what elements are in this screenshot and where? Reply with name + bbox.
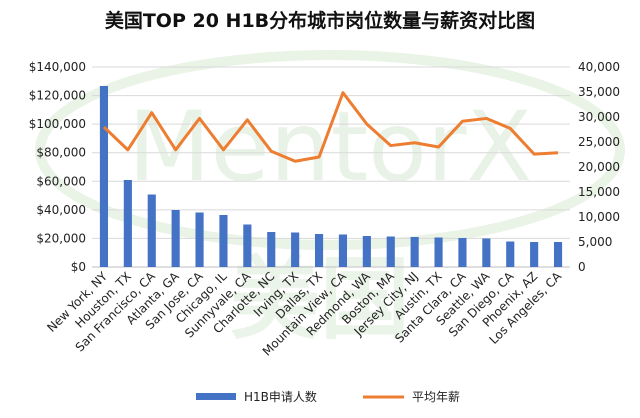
bar-12 (362, 236, 371, 267)
y-right-tick-label: 0 (578, 260, 586, 274)
y-right-tick-label: 35,000 (578, 85, 620, 99)
watermark-ring (35, 50, 625, 250)
y-right-tick-label: 5,000 (578, 235, 612, 249)
bar-14 (410, 237, 419, 267)
bar-9 (291, 232, 300, 267)
legend-swatch-bar (196, 393, 236, 400)
y-right-tick-label: 10,000 (578, 210, 620, 224)
bar-8 (267, 232, 276, 267)
bar-10 (314, 234, 324, 267)
y-left-tick-label: $80,000 (36, 146, 86, 160)
watermark-logo-text: MentorX (128, 91, 532, 203)
legend-label-line: 平均年薪 (412, 390, 460, 404)
bar-4 (171, 210, 180, 267)
bar-13 (386, 236, 395, 267)
bar-15 (434, 237, 443, 267)
bar-3 (147, 194, 156, 267)
bar-5 (195, 212, 204, 267)
bar-1 (99, 86, 109, 267)
bar-17 (482, 238, 491, 267)
bar-6 (219, 215, 228, 267)
y-left-tick-label: $20,000 (36, 231, 86, 245)
bar-20 (553, 242, 563, 267)
bar-16 (458, 238, 467, 267)
y-left-tick-label: $100,000 (29, 117, 86, 131)
salary-line (102, 91, 559, 163)
y-right-tick-label: 15,000 (578, 185, 620, 199)
bar-18 (506, 241, 515, 267)
legend-label-bar: H1B申请人数 (244, 389, 317, 404)
y-right-tick-label: 20,000 (578, 160, 620, 174)
bar-11 (338, 234, 348, 267)
y-right-tick-label: 25,000 (578, 135, 620, 149)
y-left-tick-label: $60,000 (36, 174, 86, 188)
y-left-tick-label: $120,000 (29, 89, 86, 103)
chart-title: 美国TOP 20 H1B分布城市岗位数量与薪资对比图 (104, 10, 536, 32)
bar-2 (123, 180, 132, 267)
y-left-tick-label: $40,000 (36, 203, 86, 217)
y-left-tick-label: $140,000 (29, 60, 86, 74)
y-right-tick-label: 40,000 (578, 60, 620, 74)
bar-7 (243, 224, 252, 267)
y-right-tick-label: 30,000 (578, 110, 620, 124)
bar-19 (530, 242, 539, 267)
y-left-tick-label: $0 (71, 260, 86, 274)
